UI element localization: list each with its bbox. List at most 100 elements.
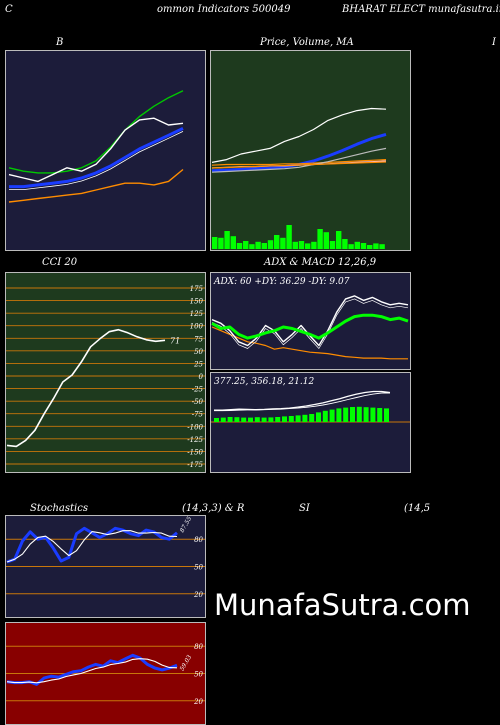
- title-bollinger: B: [56, 37, 64, 48]
- price-ma-long: [211, 161, 387, 169]
- title-stochastics: Stochastics: [30, 503, 88, 514]
- cci-last-label: 71: [170, 336, 180, 345]
- volume-bar: [280, 237, 286, 249]
- adx-plus-di-shadow: [211, 298, 409, 349]
- bollinger-series-3: [8, 168, 184, 203]
- volume-bar: [373, 243, 379, 249]
- cci-tick-label: 125: [190, 310, 204, 318]
- adx-label: ADX: 60 +DY: 36.29 -DY: 9.07: [213, 277, 350, 287]
- volume-bar: [323, 232, 329, 249]
- volume-bar: [305, 243, 311, 249]
- cci-tick-label: 0: [199, 373, 204, 381]
- macd-histogram-bar: [214, 418, 219, 422]
- adx-panel: ADX: 60 +DY: 36.29 -DY: 9.07: [210, 272, 411, 370]
- volume-bar: [224, 231, 230, 249]
- cci-tick-label: 150: [190, 298, 204, 306]
- volume-bar: [230, 236, 236, 249]
- cci-tick-label: 25: [193, 360, 203, 368]
- rsi-ma-line: [6, 658, 178, 684]
- panel-background: [5, 272, 206, 473]
- bollinger-mid-shadow: [9, 131, 184, 191]
- volume-bar: [249, 244, 255, 249]
- macd-histogram-bar: [343, 407, 349, 422]
- volume-bar: [311, 241, 317, 249]
- macd-histogram-bar: [268, 417, 274, 422]
- title-adx-macd: ADX & MACD 12,26,9: [264, 257, 377, 268]
- cci-tick-label: 100: [190, 323, 204, 331]
- macd-histogram-bar: [350, 407, 355, 422]
- macd-histogram-bar: [302, 414, 308, 422]
- adx-minus-di-line: [211, 326, 408, 360]
- macd-histogram-bar: [227, 417, 233, 422]
- rsi-tick-label: 80: [194, 643, 203, 651]
- stoch-tick-label: 80: [194, 536, 203, 544]
- macd-histogram-bar: [309, 414, 315, 422]
- volume-bar: [360, 243, 367, 249]
- macd-histogram-bar: [288, 416, 294, 422]
- adx-line: [211, 313, 409, 340]
- volume-bar: [274, 235, 280, 249]
- volume-bar: [298, 241, 305, 249]
- macd-histogram-bar: [377, 408, 383, 422]
- volume-bar: [243, 241, 249, 249]
- price-volume-panel: [210, 50, 411, 251]
- volume-bar: [329, 241, 336, 249]
- macd-line: [214, 390, 391, 411]
- cci-tick-label: -175: [187, 461, 203, 469]
- title-stoch-params: (14,3,3) & R: [182, 503, 245, 514]
- stoch-tick-label: 20: [193, 591, 203, 599]
- title-right-edge: I: [492, 37, 496, 48]
- cci-tick-label: -25: [192, 386, 204, 394]
- header-center: ommon Indicators 500049: [157, 4, 291, 15]
- volume-bar: [255, 241, 261, 249]
- volume-bar: [354, 241, 360, 249]
- macd-histogram-bar: [275, 417, 281, 422]
- volume-bar: [348, 244, 354, 249]
- price-series-0: [211, 107, 387, 163]
- panel-background: [210, 50, 411, 251]
- cci-tick-label: -75: [192, 411, 204, 419]
- macd-histogram-bar: [241, 417, 247, 422]
- volume-bar: [342, 239, 348, 249]
- volume-bar: [317, 229, 323, 249]
- macd-signal-line: [214, 392, 390, 412]
- volume-bar: [212, 237, 218, 249]
- macd-histogram-bar: [295, 415, 301, 422]
- volume-bar: [236, 243, 243, 249]
- bollinger-series-1: [8, 117, 184, 183]
- bollinger-panel: [5, 50, 206, 251]
- macd-label: 377.25, 356.18, 21.12: [214, 377, 314, 387]
- header-left: C: [5, 4, 13, 15]
- cci-tick-label: -150: [187, 448, 203, 456]
- rsi-tick-label: 50: [194, 671, 203, 679]
- panel-background: [5, 50, 206, 251]
- title-price: Price, Volume, MA: [260, 37, 354, 48]
- macd-histogram-bar: [356, 406, 362, 422]
- cci-tick-label: -100: [187, 423, 203, 431]
- price-series-2: [211, 159, 387, 166]
- cci-tick-label: -50: [192, 398, 204, 406]
- macd-histogram-bar: [384, 408, 389, 422]
- title-si: SI: [299, 503, 310, 514]
- macd-histogram-bar: [234, 417, 240, 422]
- macd-histogram-bar: [282, 416, 287, 422]
- volume-bar: [292, 241, 298, 249]
- macd-histogram-bar: [254, 417, 260, 422]
- macd-histogram-bar: [220, 417, 226, 422]
- volume-bar: [336, 231, 342, 249]
- cci-line: [6, 328, 166, 448]
- volume-bar: [261, 243, 267, 249]
- volume-bar: [218, 237, 224, 249]
- watermark: MunafaSutra.com: [214, 588, 471, 622]
- stoch-d-line: [6, 530, 178, 563]
- bollinger-series-2: [9, 127, 184, 189]
- cci-tick-label: 50: [194, 348, 203, 356]
- price-series-4: [211, 147, 387, 173]
- cci-tick-label: 175: [190, 285, 204, 293]
- macd-histogram-bar: [248, 417, 253, 422]
- volume-bar: [286, 225, 292, 249]
- macd-histogram-bar: [261, 417, 267, 422]
- volume-bar: [367, 245, 373, 249]
